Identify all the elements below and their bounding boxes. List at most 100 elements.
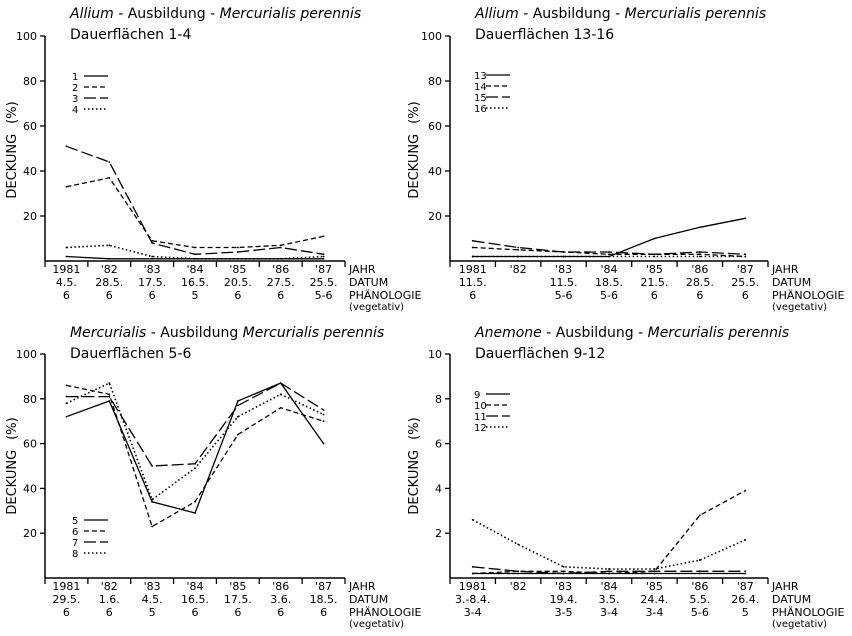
x-tick-label-date: 4.5. (142, 593, 163, 606)
y-tick-label: 2 (435, 527, 442, 540)
data-point (322, 420, 325, 423)
x-tick-label-year: 1981 (459, 263, 487, 276)
legend-label: 5 (72, 516, 78, 527)
x-tick-label-date: 20.5. (224, 276, 252, 289)
data-point (108, 382, 111, 385)
row-label-vegetativ: (vegetativ) (772, 619, 827, 630)
y-tick-label: 40 (428, 165, 442, 178)
x-tick-label-year: '85 (646, 580, 663, 593)
x-tick-label-phenology: 5 (149, 606, 156, 619)
x-tick-label-date: 5.5. (689, 593, 710, 606)
data-point (471, 572, 474, 575)
data-point (236, 433, 239, 436)
chart-title-part: Allium (69, 6, 114, 22)
chart-subtitle: Dauerflächen 5-6 (70, 346, 191, 362)
data-point (517, 570, 520, 573)
chart-title-part: - Ausbildung - (542, 325, 648, 341)
data-point (194, 500, 196, 503)
chart-subtitle: Dauerflächen 1-4 (70, 27, 191, 43)
row-label-datum: DATUM (772, 593, 811, 606)
chart-subtitle: Dauerflächen 9-12 (475, 346, 605, 362)
x-tick-label-phenology: 5-6 (600, 289, 618, 302)
x-tick-label-year: '85 (229, 580, 246, 593)
data-point (322, 257, 325, 260)
data-point (608, 255, 610, 258)
x-tick-label-date: 3.6. (270, 593, 291, 606)
data-point (194, 253, 196, 256)
data-point (151, 500, 154, 503)
x-tick-label-phenology: 5-6 (691, 606, 709, 619)
x-tick-label-date: 1.6. (99, 593, 120, 606)
x-tick-label-year: '82 (101, 580, 118, 593)
x-tick-label-phenology: 6 (192, 606, 199, 619)
series-line-11 (472, 566, 746, 575)
data-point (653, 237, 656, 240)
x-tick-label-phenology: 6 (234, 606, 241, 619)
x-tick-label-year: '83 (555, 580, 572, 593)
y-tick-label: 8 (435, 393, 442, 406)
x-tick-label-date: 24.4. (640, 593, 668, 606)
data-point (236, 404, 239, 407)
x-tick-label-phenology: 6 (63, 606, 70, 619)
data-point (562, 251, 565, 253)
chart-title: Allium - Ausbildung - Mercurialis perenn… (69, 6, 361, 22)
row-label-phaenologie: PHÄNOLOGIE (772, 289, 844, 302)
chart-title-part: - Ausbildung - (519, 6, 625, 22)
row-label-datum: DATUM (349, 276, 388, 289)
x-tick-label-phenology: 6 (696, 289, 703, 302)
data-point (236, 246, 239, 249)
data-point (194, 246, 196, 249)
x-tick-label-date: 27.5. (267, 276, 295, 289)
x-tick-label-year: '87 (737, 263, 754, 276)
data-point (471, 565, 474, 568)
x-tick-label-date: 18.5. (310, 593, 338, 606)
data-point (653, 253, 656, 256)
data-point (653, 568, 656, 570)
data-point (471, 255, 474, 258)
data-point (65, 415, 68, 418)
series-line-12 (472, 519, 746, 570)
legend-label: 3 (72, 94, 78, 105)
x-tick-label-year: '86 (272, 580, 289, 593)
data-point (151, 525, 154, 528)
row-label-jahr: JAHR (348, 580, 376, 593)
chart-title-part: - Ausbildung - (114, 6, 220, 22)
data-point (471, 518, 474, 521)
data-point (517, 248, 520, 251)
y-axis-label: DECKUNG (%) (5, 417, 20, 514)
legend-label: 7 (72, 538, 78, 549)
row-label-jahr: JAHR (348, 263, 376, 276)
x-tick-label-year: 1981 (52, 263, 80, 276)
y-tick-label: 40 (23, 165, 37, 178)
data-point (698, 255, 701, 258)
data-point (698, 251, 701, 253)
data-point (65, 255, 68, 258)
y-tick-label: 80 (23, 393, 37, 406)
data-point (517, 543, 520, 546)
data-point (151, 255, 154, 258)
x-tick-label-date: 18.5. (595, 276, 623, 289)
chart-title: Allium - Ausbildung - Mercurialis perenn… (474, 6, 766, 22)
data-point (151, 465, 154, 467)
x-tick-label-date: 17.5. (224, 593, 252, 606)
y-axis-label-text: DECKUNG (5, 450, 20, 515)
x-tick-label-phenology: 3-4 (464, 606, 482, 619)
chart-panel-1: Allium - Ausbildung - Mercurialis perenn… (5, 6, 421, 313)
chart-panel-3: Mercurialis - Ausbildung Mercurialis per… (5, 325, 421, 630)
y-tick-label: 20 (23, 210, 37, 223)
data-point (65, 395, 68, 398)
row-label-vegetativ: (vegetativ) (772, 302, 827, 313)
data-point (65, 246, 68, 249)
legend-label: 11 (474, 412, 487, 423)
chart-subtitle: Dauerflächen 13-16 (475, 27, 614, 43)
series-line-5 (66, 382, 325, 514)
x-tick-label-phenology: 5-6 (555, 289, 573, 302)
legend-label: 14 (474, 82, 487, 93)
legend-label: 10 (474, 401, 487, 412)
y-axis-label: DECKUNG (%) (407, 101, 422, 198)
x-tick-label-year: '85 (229, 263, 246, 276)
data-point (108, 176, 111, 179)
y-tick-label: 4 (435, 482, 442, 495)
data-point (65, 384, 68, 387)
legend-label: 15 (474, 93, 487, 104)
